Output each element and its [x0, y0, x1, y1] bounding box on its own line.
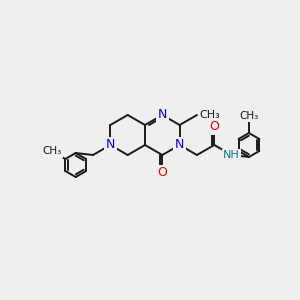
Text: CH₃: CH₃: [239, 111, 259, 121]
Text: NH: NH: [223, 150, 240, 160]
Text: N: N: [158, 109, 167, 122]
Text: CH₃: CH₃: [43, 146, 62, 157]
Text: O: O: [209, 121, 219, 134]
Text: N: N: [106, 139, 115, 152]
Text: N: N: [175, 139, 184, 152]
Text: CH₃: CH₃: [199, 110, 220, 120]
Text: O: O: [158, 167, 167, 179]
